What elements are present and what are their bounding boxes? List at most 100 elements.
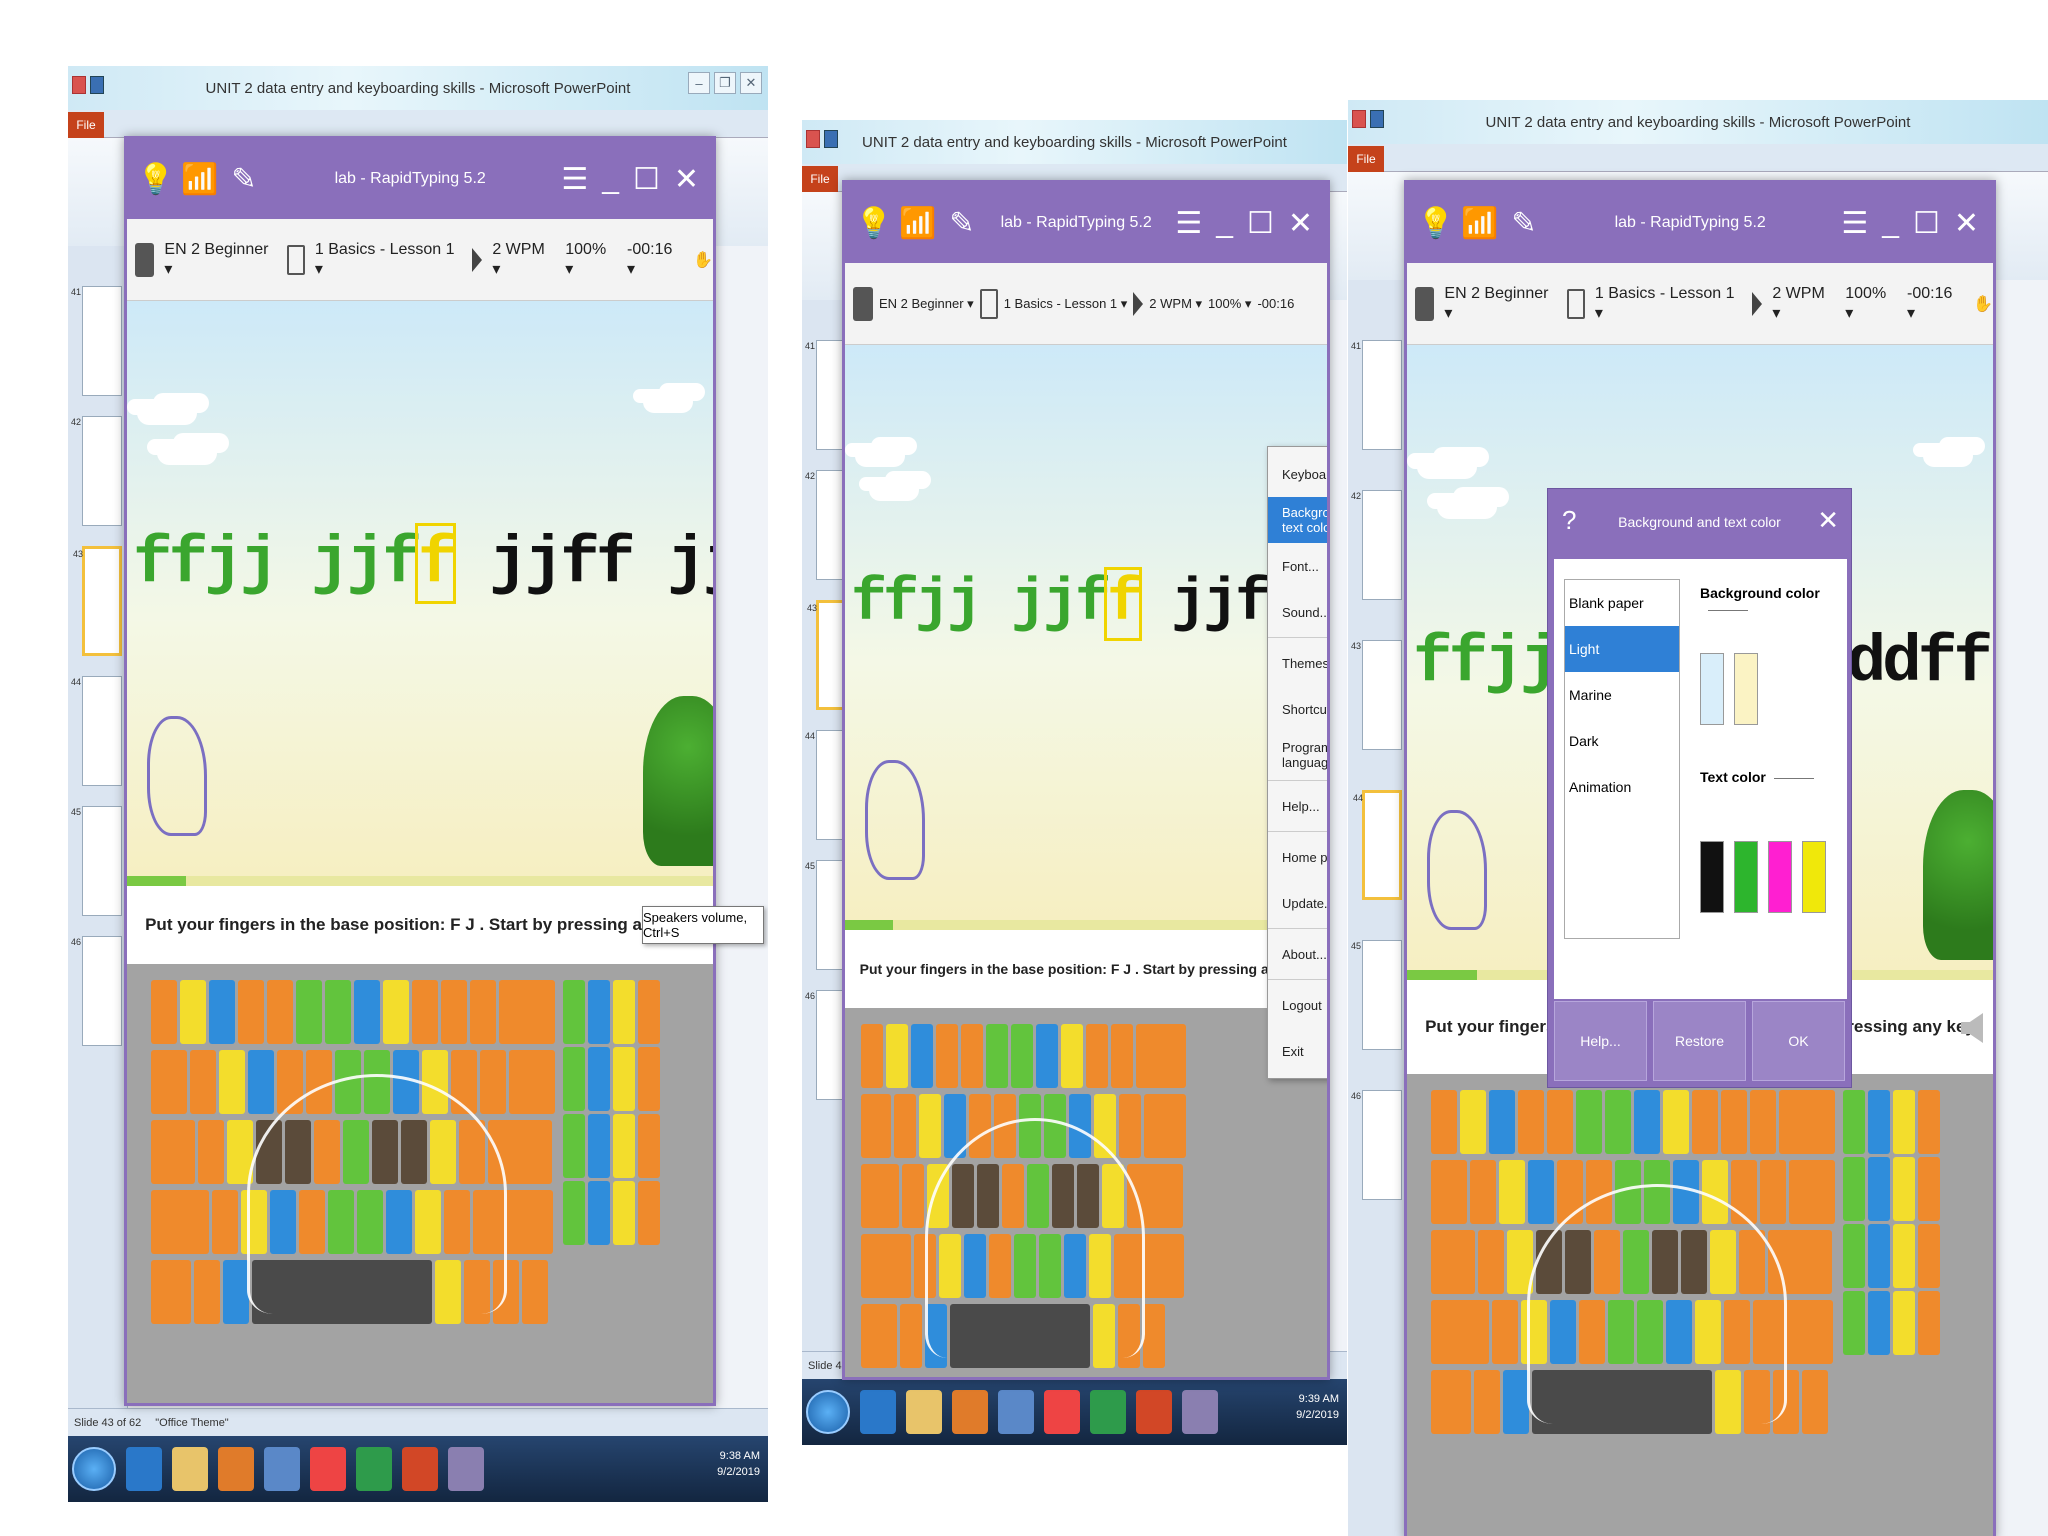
menu-item-themes[interactable]: Themes... xyxy=(1282,655,1329,671)
lesson-dropdown[interactable]: 1 Basics - Lesson 1 ▾ xyxy=(314,240,455,278)
chrome-icon[interactable] xyxy=(310,1447,346,1491)
quick-access-toolbar[interactable] xyxy=(72,76,104,94)
ok-button[interactable]: OK xyxy=(1752,1001,1845,1081)
theme-option[interactable]: Blank paper xyxy=(1569,595,1644,611)
slide-thumbnail[interactable]: 45 xyxy=(71,806,122,916)
menu-item-sound[interactable]: Sound... xyxy=(1282,604,1330,620)
maximize-icon[interactable]: ☐ xyxy=(1912,206,1940,240)
close-icon[interactable]: ✕ xyxy=(1953,206,1979,240)
speed-dropdown[interactable]: 2 WPM ▾ xyxy=(492,240,545,278)
text-color-swatch[interactable] xyxy=(1768,841,1792,913)
text-color-swatch[interactable] xyxy=(1700,841,1724,913)
file-tab[interactable]: File xyxy=(68,112,104,138)
close-icon[interactable]: ✕ xyxy=(1287,206,1313,240)
explorer-icon[interactable] xyxy=(172,1447,208,1491)
menu-item-exit[interactable]: Exit xyxy=(1282,1043,1304,1059)
ribbon-tabs[interactable]: File xyxy=(68,110,768,138)
rapidtyping-icon[interactable] xyxy=(448,1447,484,1491)
time-dropdown[interactable]: -00:16 ▾ xyxy=(627,240,673,278)
quick-access-toolbar[interactable] xyxy=(1352,110,1384,128)
editor-pen-icon[interactable]: ✎ xyxy=(1511,206,1537,240)
menu-icon[interactable]: ☰ xyxy=(1841,206,1869,240)
course-dropdown[interactable]: EN 2 Beginner ▾ xyxy=(164,240,269,278)
close-icon[interactable]: ✕ xyxy=(673,162,699,196)
file-tab[interactable]: File xyxy=(802,166,838,192)
slide-thumbnail[interactable]: 42 xyxy=(1351,490,1402,600)
slide-thumbnail[interactable]: 42 xyxy=(71,416,122,526)
statistics-icon[interactable]: 📶 xyxy=(1461,206,1499,240)
powerpoint-icon[interactable] xyxy=(402,1447,438,1491)
start-button[interactable] xyxy=(806,1390,850,1434)
slide-thumbnail[interactable]: 44 xyxy=(71,676,122,786)
powerpoint-icon[interactable] xyxy=(1136,1390,1172,1434)
menu-item-keyboard[interactable]: Keyboard... xyxy=(1282,466,1330,482)
ie-icon[interactable] xyxy=(126,1447,162,1491)
lightbulb-icon[interactable]: 💡 xyxy=(137,162,175,196)
theme-list[interactable]: Blank paper Light Marine Dark Animation xyxy=(1564,579,1680,939)
lightbulb-icon[interactable]: 💡 xyxy=(855,206,893,240)
accuracy-dropdown[interactable]: 100% ▾ xyxy=(565,240,607,278)
theme-option[interactable]: Dark xyxy=(1569,733,1599,749)
theme-option[interactable]: Marine xyxy=(1569,687,1612,703)
slide-thumbnail[interactable]: 45 xyxy=(1351,940,1402,1050)
menu-icon[interactable]: ☰ xyxy=(1175,206,1203,240)
minimize-icon[interactable]: _ xyxy=(1216,205,1233,239)
rapidtyping-icon[interactable] xyxy=(1182,1390,1218,1434)
close-icon[interactable]: ✕ xyxy=(1817,505,1839,535)
theme-option[interactable]: Animation xyxy=(1569,779,1632,795)
speed-dropdown[interactable]: 2 WPM ▾ xyxy=(1149,295,1203,311)
lightbulb-icon[interactable]: 💡 xyxy=(1417,206,1455,240)
slide-thumbnail[interactable]: 43 xyxy=(73,546,122,656)
statistics-icon[interactable]: 📶 xyxy=(899,206,937,240)
accuracy-dropdown[interactable]: 100% ▾ xyxy=(1845,284,1887,322)
excel-icon[interactable] xyxy=(356,1447,392,1491)
play-icon[interactable] xyxy=(1752,291,1763,316)
time-dropdown[interactable]: -00:16 ▾ xyxy=(1907,284,1953,322)
lesson-dropdown[interactable]: 1 Basics - Lesson 1 ▾ xyxy=(1003,295,1128,311)
time-dropdown[interactable]: -00:16 xyxy=(1257,296,1295,311)
minimize-icon[interactable]: _ xyxy=(1882,205,1899,239)
ie-icon[interactable] xyxy=(860,1390,896,1434)
editor-pen-icon[interactable]: ✎ xyxy=(231,162,257,196)
maximize-icon[interactable]: ☐ xyxy=(632,162,660,196)
maximize-icon[interactable]: ☐ xyxy=(1246,206,1274,240)
background-swatch[interactable] xyxy=(1734,653,1758,725)
speed-dropdown[interactable]: 2 WPM ▾ xyxy=(1772,284,1825,322)
app-icon[interactable] xyxy=(998,1390,1034,1434)
theme-option-selected[interactable]: Light xyxy=(1565,626,1679,672)
excel-icon[interactable] xyxy=(1090,1390,1126,1434)
start-button[interactable] xyxy=(72,1447,116,1491)
restore-button[interactable]: Restore xyxy=(1653,1001,1746,1081)
accuracy-dropdown[interactable]: 100% ▾ xyxy=(1208,295,1252,311)
lesson-dropdown[interactable]: 1 Basics - Lesson 1 ▾ xyxy=(1594,284,1735,322)
slide-thumbnail[interactable]: 43 xyxy=(1351,640,1402,750)
hand-icon[interactable]: ✋ xyxy=(1973,295,1993,313)
play-icon[interactable] xyxy=(1133,291,1144,316)
menu-item-about[interactable]: About... xyxy=(1282,946,1327,962)
slides-pane[interactable]: 41 42 43 44 45 46 xyxy=(68,246,128,1408)
ribbon-tabs[interactable]: File xyxy=(1348,144,2048,172)
menu-item-help[interactable]: Help... xyxy=(1282,798,1320,814)
slide-thumbnail[interactable]: 41 xyxy=(1351,340,1402,450)
menu-item-program-language[interactable]: Program language... xyxy=(1282,740,1330,770)
menu-item-font[interactable]: Font... xyxy=(1282,558,1319,574)
slide-thumbnail[interactable]: 46 xyxy=(71,936,122,1046)
menu-item-home-page[interactable]: Home page... xyxy=(1282,849,1328,865)
menu-item-update[interactable]: Update... xyxy=(1282,895,1330,911)
editor-pen-icon[interactable]: ✎ xyxy=(949,206,975,240)
quick-access-toolbar[interactable] xyxy=(806,130,838,148)
course-dropdown[interactable]: EN 2 Beginner ▾ xyxy=(879,295,974,311)
explorer-icon[interactable] xyxy=(906,1390,942,1434)
slide-thumbnail[interactable]: 41 xyxy=(71,286,122,396)
menu-item-shortcuts[interactable]: Shortcuts... xyxy=(1282,701,1327,717)
slide-thumbnail[interactable]: 44 xyxy=(1353,790,1402,900)
statistics-icon[interactable]: 📶 xyxy=(181,162,219,196)
system-tray[interactable]: 9:39 AM 9/2/2019 xyxy=(1296,1391,1339,1423)
hand-icon[interactable]: ✋ xyxy=(693,251,713,269)
slides-pane[interactable]: 41 42 43 44 45 46 xyxy=(1348,280,1408,1536)
slide-thumbnail[interactable]: 46 xyxy=(1351,1090,1402,1200)
window-controls[interactable]: – ❐ ✕ xyxy=(688,72,762,94)
system-tray[interactable]: 9:38 AM 9/2/2019 xyxy=(717,1448,760,1480)
media-player-icon[interactable] xyxy=(952,1390,988,1434)
text-color-swatch[interactable] xyxy=(1802,841,1826,913)
